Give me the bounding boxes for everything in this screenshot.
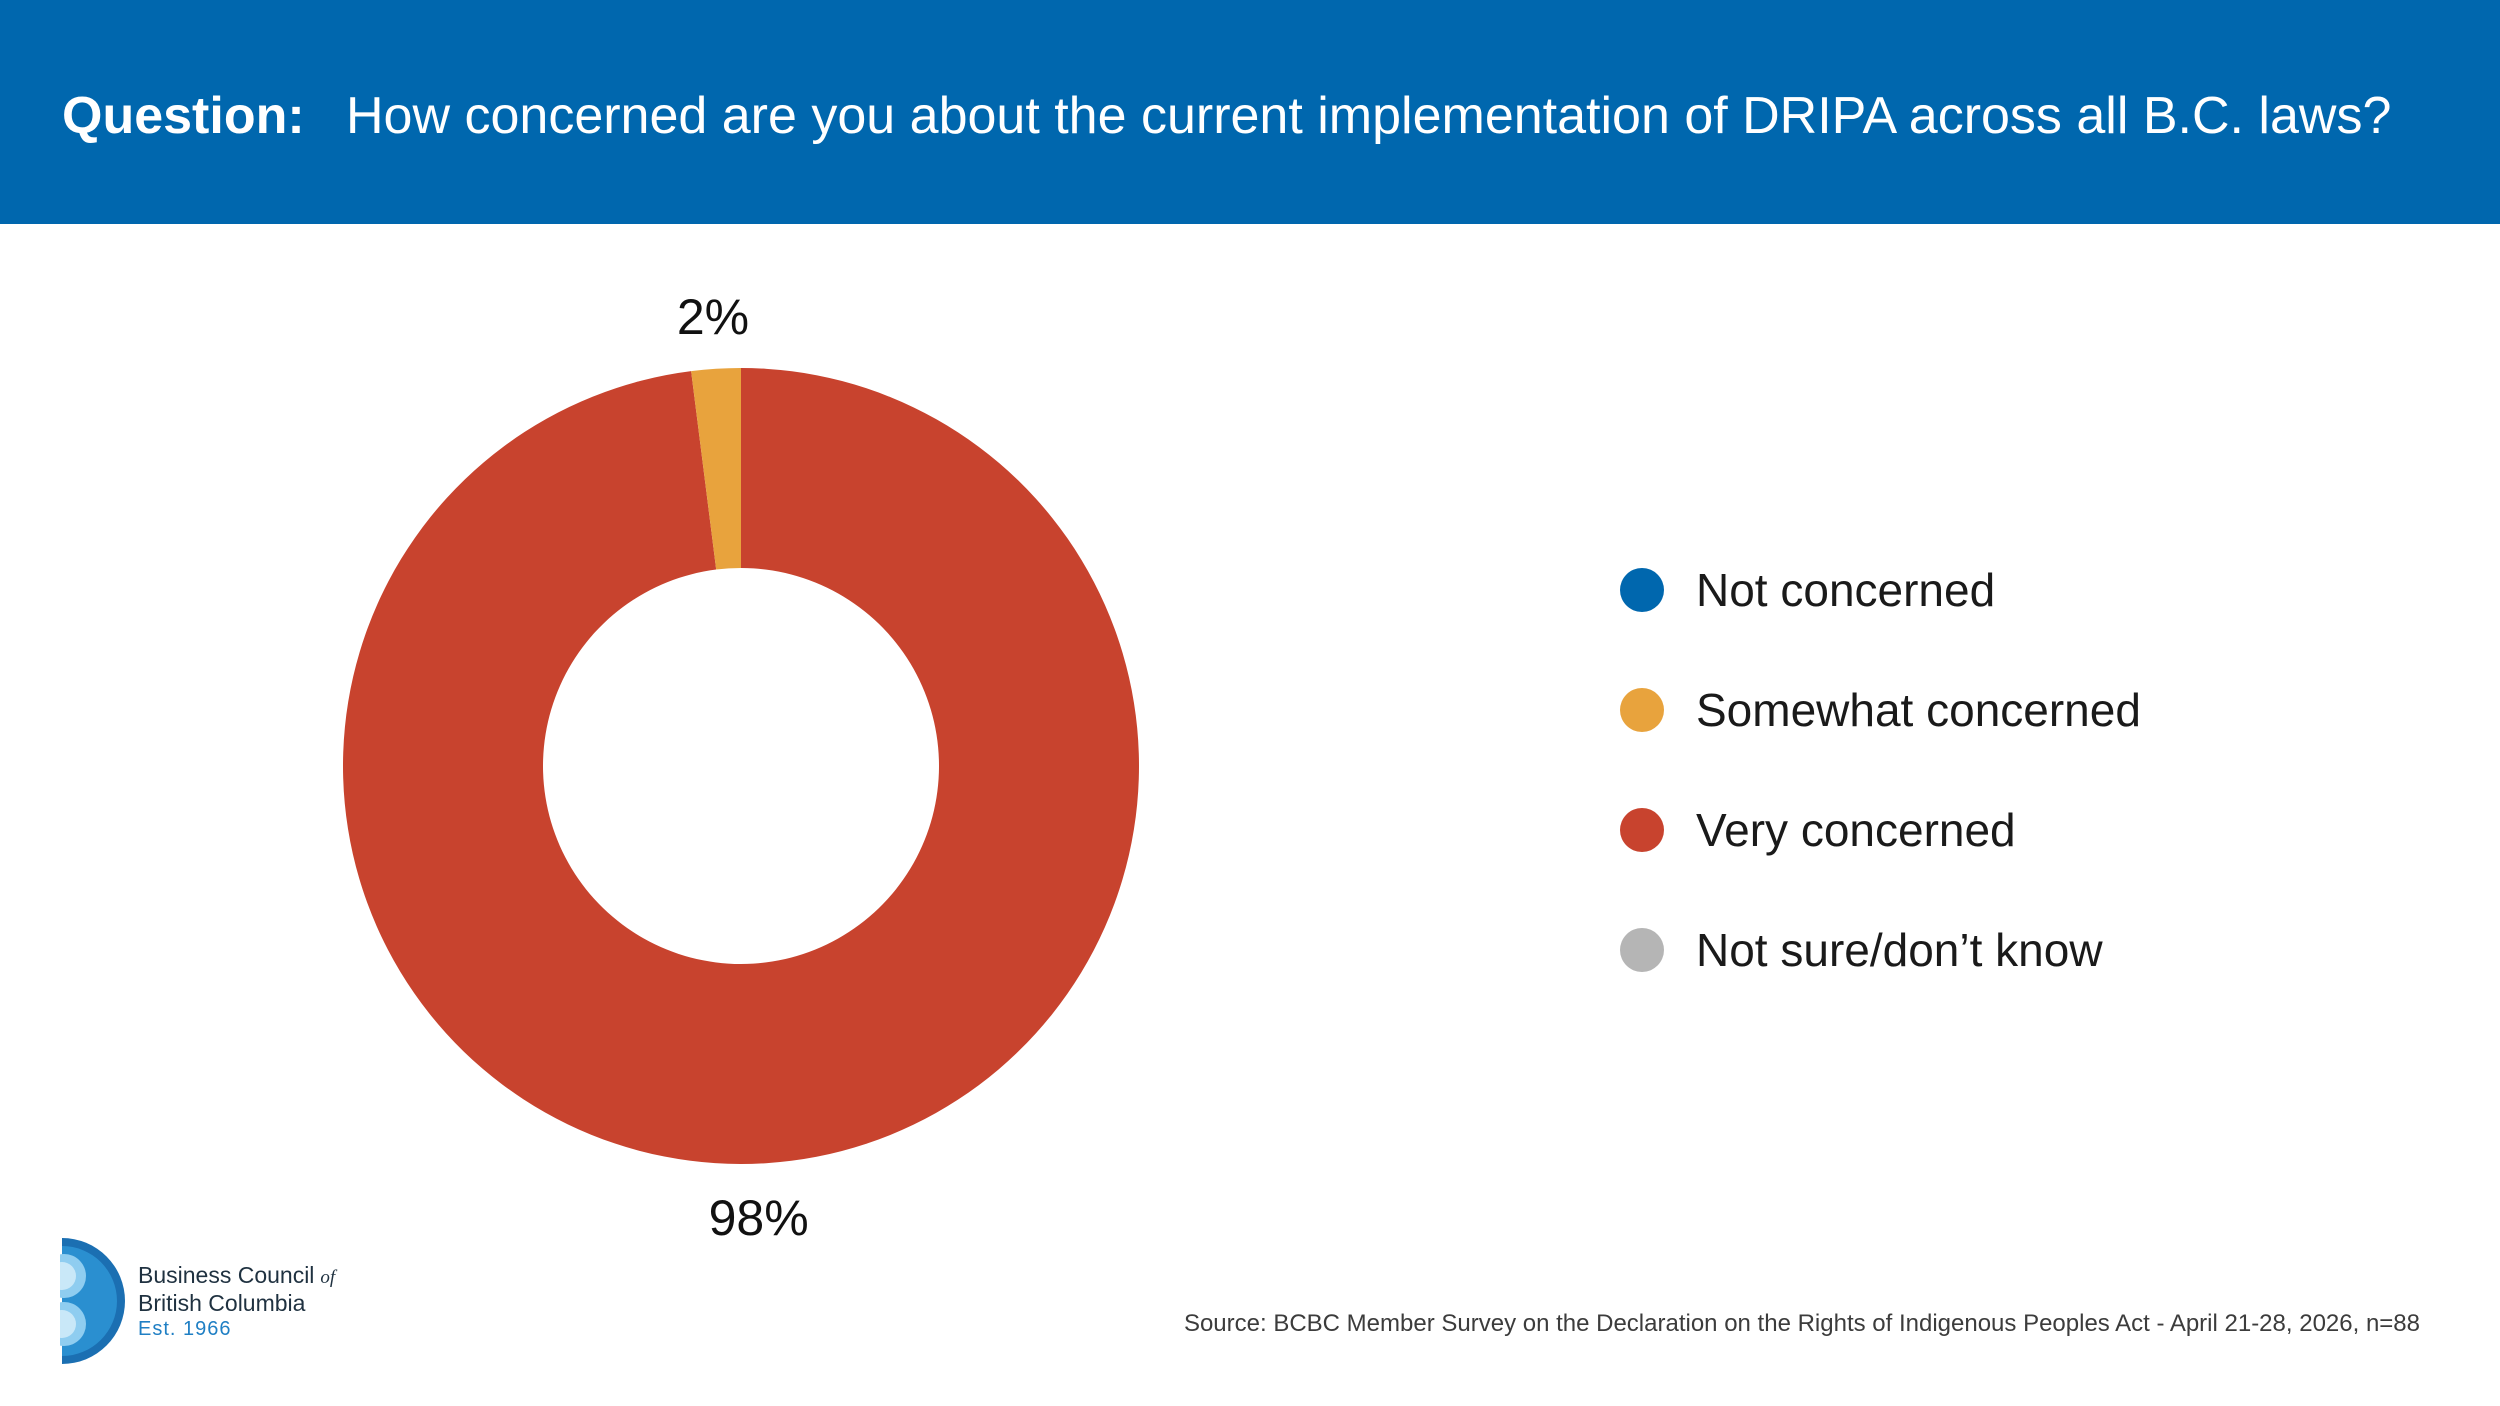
header-banner: Question: How concerned are you about th… bbox=[0, 0, 2500, 224]
data-label-very-concerned: 98% bbox=[709, 1190, 809, 1246]
legend-label: Not concerned bbox=[1696, 564, 1996, 616]
donut-slice-somewhat-concerned bbox=[691, 368, 741, 570]
legend-dot-not-sure bbox=[1620, 928, 1664, 972]
logo-text-line2: British Columbia bbox=[138, 1290, 306, 1316]
bcbc-logo-mark-icon bbox=[60, 1238, 125, 1364]
donut-data-labels: 98% 2% bbox=[677, 289, 809, 1246]
logo-established: Est. 1966 bbox=[138, 1318, 232, 1340]
legend-label: Very concerned bbox=[1696, 804, 2016, 856]
legend-label: Not sure/don’t know bbox=[1696, 924, 2103, 976]
question-label: Question: bbox=[62, 87, 305, 145]
legend-dot-very-concerned bbox=[1620, 808, 1664, 852]
legend-label: Somewhat concerned bbox=[1696, 684, 2141, 736]
source-note: Source: BCBC Member Survey on the Declar… bbox=[1183, 1310, 2420, 1337]
donut-chart: 98% 2% bbox=[342, 289, 1139, 1246]
logo-text-line1: Business Council of bbox=[138, 1262, 336, 1288]
question-text: How concerned are you about the current … bbox=[346, 87, 2392, 145]
donut-slices bbox=[342, 368, 1139, 1164]
data-label-somewhat-concerned: 2% bbox=[677, 289, 749, 345]
donut-slice-very-concerned bbox=[342, 368, 1139, 1164]
legend-dot-somewhat-concerned bbox=[1620, 688, 1664, 732]
bcbc-logo: Business Council of British Columbia Est.… bbox=[60, 1236, 400, 1366]
legend-dot-not-concerned bbox=[1620, 568, 1664, 612]
